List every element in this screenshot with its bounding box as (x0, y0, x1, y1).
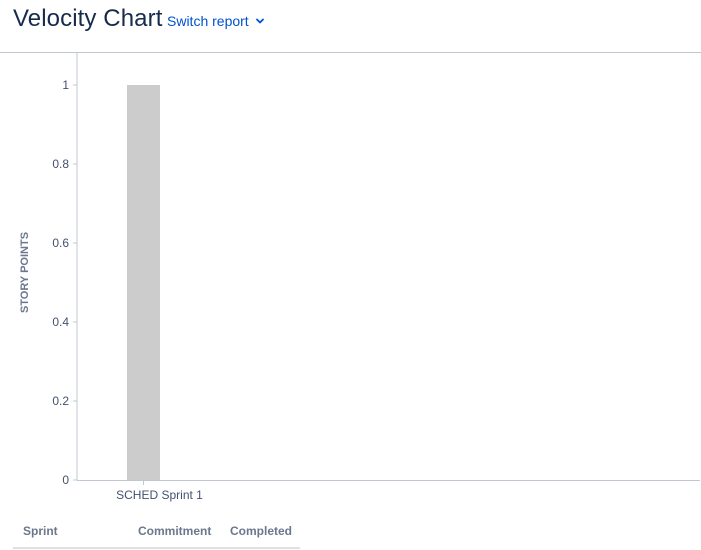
y-tick-label: 0.2 (52, 394, 69, 408)
switch-report-button[interactable]: Switch report (167, 13, 265, 29)
page-title: Velocity Chart (13, 5, 163, 32)
y-tick-label: 0.8 (52, 157, 69, 171)
x-tick-label: SCHED Sprint 1 (116, 488, 203, 502)
y-tick-label: 1 (62, 78, 69, 92)
bar (127, 85, 160, 480)
column-sprint: Sprint (23, 524, 58, 538)
y-tick-label: 0 (62, 473, 69, 487)
switch-report-label: Switch report (167, 13, 249, 29)
y-tick-label: 0.4 (52, 315, 69, 329)
column-completed: Completed (230, 524, 293, 538)
report-header: Velocity Chart Switch report (0, 0, 701, 53)
column-commitment: Commitment (138, 524, 212, 538)
y-axis-title: STORY POINTS (19, 232, 31, 313)
sprint-table-header: Sprint Commitment Completed (13, 516, 300, 549)
velocity-chart: 0 0.2 0.4 0.6 0.8 1 STORY POINTS SCHED Sprint 1 (19, 52, 700, 502)
chevron-down-icon (255, 18, 264, 24)
y-tick-label: 0.6 (52, 236, 69, 250)
